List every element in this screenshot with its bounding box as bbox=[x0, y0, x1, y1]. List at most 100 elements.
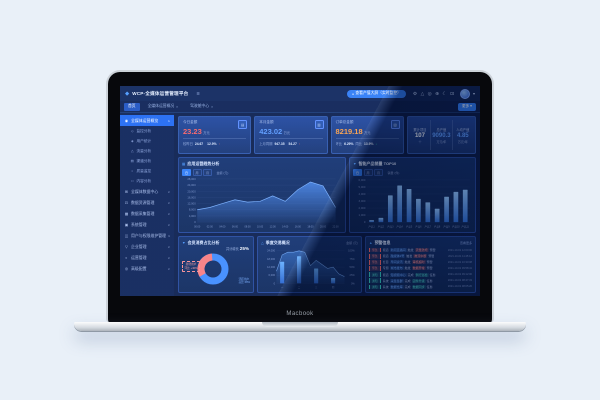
svg-text:50%: 50% bbox=[350, 265, 356, 269]
svg-text:20,000: 20,000 bbox=[187, 189, 196, 193]
range-toggle-week[interactable]: 周 bbox=[363, 169, 373, 176]
sidebar-subitem[interactable]: △ 流量分析 bbox=[120, 146, 174, 156]
sidebar-subitem-label: 流量分析 bbox=[136, 148, 152, 153]
summary-col: 总产值 9090.3 万元/年 bbox=[430, 120, 451, 150]
alert-row[interactable]: 通知 系统 数据仓库 完成 数据同步 任务 2021-10-01 08:05:20 bbox=[369, 284, 472, 289]
menu-toggle-icon[interactable]: ≡ bbox=[196, 90, 200, 97]
panel-title: 季度交易概况 bbox=[265, 240, 290, 245]
alert-row[interactable]: 紧急 频道 新闻直播间 触发 流量激增 预警 2021-10-01 12:00:00 bbox=[369, 248, 472, 253]
menu-icon: ◐ bbox=[125, 255, 128, 260]
fullscreen-icon[interactable]: ⊡ bbox=[450, 90, 454, 96]
alert-tag: 紧急 bbox=[369, 254, 381, 259]
close-icon[interactable]: × bbox=[176, 104, 179, 109]
svg-text:产品6: 产品6 bbox=[415, 225, 422, 229]
alert-mid: 触发 bbox=[406, 254, 413, 259]
menu-icon: ○ bbox=[131, 169, 134, 173]
tab-2[interactable]: 全媒体运营概况 × bbox=[144, 103, 183, 111]
alert-row[interactable]: 紧急 频道 融媒体2号 触发 推流中断 预警 2021-10-01 11:45:12 bbox=[369, 254, 472, 259]
svg-text:四: 四 bbox=[332, 286, 335, 289]
svg-text:产品1: 产品1 bbox=[368, 225, 375, 229]
alert-row[interactable]: 通知 系统 采集集群 完成 固件升级 任务 2021-10-01 08:47:33 bbox=[369, 278, 472, 283]
alert-event: 流量激增 bbox=[414, 248, 429, 253]
alert-text: 频道 短视频中心 完成 例行巡检 任务 bbox=[383, 272, 436, 277]
laptop-base bbox=[74, 322, 526, 331]
sidebar-item-label: 运营管理 bbox=[131, 254, 147, 260]
alert-row[interactable]: 通知 频道 短视频中心 完成 例行巡检 任务 2021-10-01 09:12:00 bbox=[369, 272, 472, 277]
alert-row[interactable]: 紧急 栏目 早间资讯 触发 审核超时 预警 2021-10-01 10:30:08 bbox=[369, 260, 472, 265]
tabs: 首页 全媒体运营概况 × 驾驶舱中心 × bbox=[124, 102, 217, 111]
sidebar: ◉ 全媒体运营概览 ∧ ◇ 监控分析 ◈ 用户统计 △ 流量分析 ▤ 渠道分析 ○ 质量监控 □ 内容分析 ⊞… bbox=[120, 113, 174, 296]
sidebar-item-advanced[interactable]: ◎ 高级配置 ∨ bbox=[120, 263, 174, 274]
alert-prefix: 系统 bbox=[382, 284, 389, 289]
range-toggle-week[interactable]: 周 bbox=[192, 169, 202, 176]
settings-icon[interactable]: ⚙ bbox=[412, 90, 418, 96]
alert-icon[interactable]: △ bbox=[420, 90, 425, 96]
svg-text:产品2: 产品2 bbox=[378, 225, 385, 229]
alert-prefix: 频道 bbox=[382, 248, 389, 253]
alert-target: 数据仓库 bbox=[389, 284, 404, 289]
sidebar-subitem[interactable]: ○ 质量监控 bbox=[120, 166, 174, 176]
close-icon[interactable]: × bbox=[211, 104, 214, 109]
panel-top-products: ▼ 智能产品销量 TOP10 日 周 月 销量 (件) 0 1,000 2,000 3… bbox=[349, 157, 476, 233]
range-toggle-month[interactable]: 月 bbox=[203, 169, 213, 176]
top-products-bar-chart: 0 1,000 2,000 3,000 4,000 5,000 6,000 产品1 产品2 产品3… bbox=[359, 178, 470, 229]
notification-icon[interactable]: ◎ bbox=[427, 90, 432, 96]
sidebar-item-operation[interactable]: ◐ 运营管理 ∨ bbox=[120, 252, 174, 263]
alert-time: 2021-10-01 11:45:12 bbox=[448, 254, 472, 258]
svg-text:1,000: 1,000 bbox=[359, 213, 366, 217]
big-screen-button-label: 查看产值大屏（实时监控） bbox=[355, 91, 401, 95]
sidebar-subitem[interactable]: ▤ 渠道分析 bbox=[120, 156, 174, 166]
panel-icon: ▼ bbox=[182, 241, 186, 245]
big-screen-button[interactable]: ● 查看产值大屏（实时监控） bbox=[347, 89, 406, 98]
range-toggle-day[interactable]: 日 bbox=[182, 169, 192, 176]
sidebar-item-user-auth[interactable]: ◫ 用户与权限维护管理 ∨ bbox=[120, 230, 174, 241]
sidebar-item-data-resource[interactable]: ⊡ 数据资源管理 ∨ bbox=[120, 197, 174, 208]
range-toggle-day[interactable]: 日 bbox=[353, 169, 363, 176]
tab-label: 首页 bbox=[128, 104, 136, 108]
stat-card-orders: 订单总金额 ▧ 8219.18 万元 环比 6.29% 同比 13.9% ↓ bbox=[330, 116, 404, 154]
sidebar-item-label: 全媒体数据中心 bbox=[131, 188, 159, 194]
alert-suffix: 预警 bbox=[426, 266, 433, 271]
dot-icon: ● bbox=[352, 91, 354, 96]
svg-text:3,000: 3,000 bbox=[359, 199, 366, 203]
svg-text:0: 0 bbox=[274, 281, 276, 285]
more-button[interactable]: 更多 ▾ bbox=[458, 102, 476, 111]
chevron-icon: ∨ bbox=[167, 200, 170, 205]
tab-label: 全媒体运营概况 bbox=[147, 104, 175, 108]
alert-suffix: 任务 bbox=[426, 284, 433, 289]
svg-text:产品4: 产品4 bbox=[397, 225, 404, 229]
alert-text: 系统 数据仓库 完成 数据同步 任务 bbox=[382, 284, 433, 289]
view-more-link[interactable]: 查看更多 bbox=[459, 241, 472, 245]
svg-text:5,000: 5,000 bbox=[359, 185, 366, 189]
panel-alerts: ▲ 预警信息 查看更多 紧急 频道 新闻直播间 触发 流量激增 预警 2021-10-01 … bbox=[365, 236, 476, 293]
sidebar-subitem[interactable]: ◈ 用户统计 bbox=[120, 136, 174, 146]
alert-mid: 完成 bbox=[404, 284, 411, 289]
alert-text: 频道 融媒体2号 触发 推流中断 预警 bbox=[383, 254, 434, 259]
sidebar-item-data-center[interactable]: ⊞ 全媒体数据中心 ∨ bbox=[120, 186, 174, 197]
sidebar-item-label: 数据资源管理 bbox=[131, 199, 155, 205]
theme-icon[interactable]: ☾ bbox=[442, 90, 447, 96]
shield-icon[interactable]: ⊕ bbox=[435, 90, 439, 96]
alert-row[interactable]: 紧急 专题 城市发布 触发 数据异常 预警 2021-10-01 09:58:41 bbox=[369, 266, 472, 271]
range-toggle-month[interactable]: 月 bbox=[374, 169, 384, 176]
menu-icon: ⊞ bbox=[124, 190, 129, 194]
svg-text:产品11: 产品11 bbox=[462, 225, 470, 229]
tab-3[interactable]: 驾驶舱中心 × bbox=[186, 103, 217, 111]
tab-1[interactable]: 首页 bbox=[124, 102, 140, 111]
sidebar-item-enterprise[interactable]: ▽ 企业管理 ∨ bbox=[120, 241, 174, 252]
panel-title: 会员消费占比分析 bbox=[187, 240, 220, 245]
sidebar-subitem[interactable]: □ 内容分析 bbox=[120, 176, 174, 186]
alert-target: 融媒体2号 bbox=[389, 254, 406, 259]
alert-prefix: 栏目 bbox=[382, 260, 389, 265]
avatar[interactable] bbox=[459, 88, 470, 99]
panel-icon: △ bbox=[261, 241, 264, 245]
sidebar-item-data-collect[interactable]: ▦ 数据采集管理 ∨ bbox=[120, 208, 174, 219]
svg-text:20:00: 20:00 bbox=[320, 226, 327, 229]
menu-icon: ◉ bbox=[124, 119, 129, 123]
svg-text:10:00: 10:00 bbox=[257, 226, 264, 229]
alert-time: 2021-10-01 12:00:00 bbox=[447, 248, 472, 252]
sidebar-subitem[interactable]: ◇ 监控分析 bbox=[120, 126, 174, 136]
sidebar-item-system[interactable]: ▣ 系统管理 ∨ bbox=[120, 219, 174, 230]
chevron-down-icon[interactable]: ▾ bbox=[472, 91, 475, 96]
sidebar-item-overview[interactable]: ◉ 全媒体运营概览 ∧ bbox=[120, 115, 174, 126]
